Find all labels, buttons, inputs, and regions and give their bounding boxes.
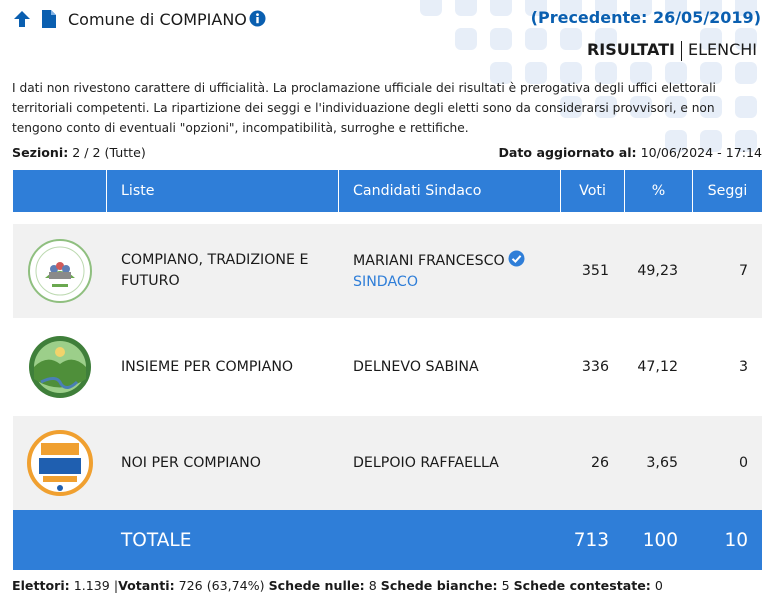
seats-value: 0 xyxy=(738,455,748,471)
tab-elenchi[interactable]: ELENCHI xyxy=(687,40,757,59)
header-candidati: Candidati Sindaco xyxy=(339,170,561,212)
updated-label: Dato aggiornato al: xyxy=(498,145,637,160)
percent-value: 49,23 xyxy=(637,263,678,279)
table-row: INSIEME PER COMPIANO DELNEVO SABINA 336 … xyxy=(13,318,762,414)
view-tabs: RISULTATI ELENCHI xyxy=(583,40,761,61)
header-logo-cell xyxy=(13,170,107,212)
contestate-label: Schede contestate: xyxy=(513,578,651,593)
updated-value: 10/06/2024 - 17:14 xyxy=(640,145,762,160)
candidate-cell: MARIANI FRANCESCO SINDACO xyxy=(339,250,561,293)
list-name[interactable]: COMPIANO, TRADIZIONE E FUTURO xyxy=(121,252,309,289)
document-icon[interactable] xyxy=(40,9,58,29)
tab-risultati[interactable]: RISULTATI xyxy=(586,40,675,59)
sections-info: Sezioni: 2 / 2 (Tutte) xyxy=(12,145,146,160)
previous-election-link[interactable]: (Precedente: 26/05/2019) xyxy=(530,8,761,27)
tab-divider xyxy=(680,40,682,61)
nulle-label: Schede nulle: xyxy=(268,578,365,593)
list-name[interactable]: NOI PER COMPIANO xyxy=(121,454,261,471)
nulle-value: 8 xyxy=(368,578,377,593)
votanti-label: Votanti: xyxy=(118,578,175,593)
total-label: TOTALE xyxy=(121,529,192,551)
header-seggi: Seggi xyxy=(707,183,748,199)
candidate-name[interactable]: DELNEVO SABINA xyxy=(353,358,479,375)
list-logo-icon xyxy=(28,239,92,303)
list-logo-icon xyxy=(27,430,93,496)
header-liste: Liste xyxy=(107,170,339,212)
update-info: Dato aggiornato al: 10/06/2024 - 17:14 xyxy=(498,145,762,160)
header-perc: % xyxy=(625,170,693,212)
list-logo-icon xyxy=(29,336,91,398)
votes-value: 351 xyxy=(581,263,609,279)
turnout-summary: Elettori: 1.139 |Votanti: 726 (63,74%) S… xyxy=(12,578,663,593)
total-percent: 100 xyxy=(642,529,678,551)
table-header: Liste Candidati Sindaco Voti % Seggi xyxy=(13,170,762,212)
footer-separator: | xyxy=(113,578,119,593)
candidate-name[interactable]: DELPOIO RAFFAELLA xyxy=(353,454,499,471)
votes-value: 26 xyxy=(590,455,609,471)
table-row: NOI PER COMPIANO DELPOIO RAFFAELLA 26 3,… xyxy=(13,414,762,510)
header-voti: Voti xyxy=(561,170,625,212)
votes-value: 336 xyxy=(581,359,609,375)
bianche-value: 5 xyxy=(501,578,510,593)
info-icon[interactable] xyxy=(249,10,266,27)
votanti-value: 726 (63,74%) xyxy=(178,578,265,593)
disclaimer-text: I dati non rivestono carattere di uffici… xyxy=(12,81,716,135)
sections-label: Sezioni: xyxy=(12,145,69,160)
seats-value: 3 xyxy=(738,359,748,375)
total-seats: 10 xyxy=(724,529,748,551)
sections-value: 2 / 2 (Tutte) xyxy=(72,145,146,160)
total-row: TOTALE 713 100 10 xyxy=(13,510,762,570)
list-logo-cell xyxy=(13,334,107,400)
table-row: COMPIANO, TRADIZIONE E FUTURO MARIANI FR… xyxy=(13,222,762,318)
percent-value: 3,65 xyxy=(646,455,678,471)
elettori-value: 1.139 xyxy=(73,578,110,593)
list-logo-cell xyxy=(13,430,107,496)
percent-value: 47,12 xyxy=(637,359,678,375)
arrow-up-icon[interactable] xyxy=(12,9,32,29)
elettori-label: Elettori: xyxy=(12,578,70,593)
list-logo-cell xyxy=(13,238,107,304)
candidate-cell: DELPOIO RAFFAELLA xyxy=(339,453,561,474)
total-votes: 713 xyxy=(573,529,609,551)
seats-value: 7 xyxy=(738,263,748,279)
bianche-label: Schede bianche: xyxy=(380,578,498,593)
candidate-role: SINDACO xyxy=(353,273,419,290)
elected-check-icon xyxy=(508,250,525,266)
header-bar: Comune di COMPIANO (Precedente: 26/05/20… xyxy=(0,0,771,40)
page-title: Comune di COMPIANO xyxy=(68,10,247,29)
contestate-value: 0 xyxy=(654,578,663,593)
table-spacer xyxy=(13,212,762,222)
list-name[interactable]: INSIEME PER COMPIANO xyxy=(121,358,294,375)
candidate-name[interactable]: MARIANI FRANCESCO xyxy=(353,252,505,269)
results-table: Liste Candidati Sindaco Voti % Seggi COM… xyxy=(13,170,762,570)
candidate-cell: DELNEVO SABINA xyxy=(339,357,561,378)
